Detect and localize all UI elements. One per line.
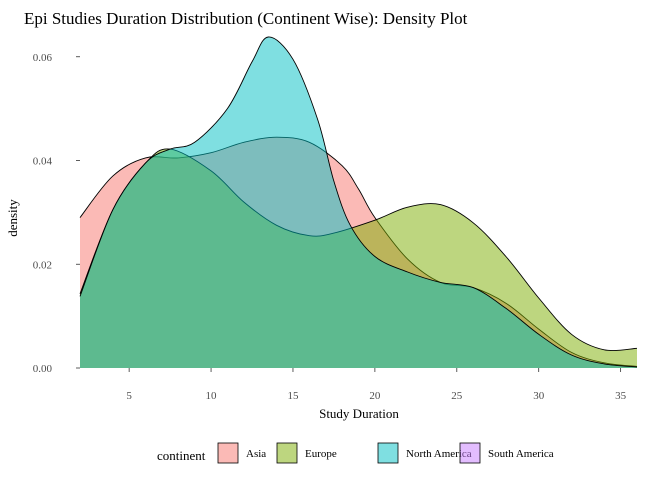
plot-areas — [79, 36, 638, 369]
legend-label-1: Europe — [305, 448, 337, 460]
y-axis: 0.00 0.02 0.04 0.06 — [33, 52, 80, 375]
x-tick-label: 30 — [533, 390, 545, 402]
x-axis-label: Study Duration — [319, 406, 399, 421]
density-line-2 — [79, 36, 638, 368]
x-axis: 5 10 15 20 25 30 35 — [126, 368, 627, 402]
legend-label-0: Asia — [246, 448, 266, 460]
x-tick-label: 10 — [206, 390, 218, 402]
y-tick-label: 0.04 — [33, 156, 53, 168]
legend-key-3 — [459, 442, 481, 464]
legend-label-3: South America — [488, 448, 554, 460]
legend: continent Asia Europe North America South A… — [157, 442, 554, 464]
legend-key-0 — [217, 442, 239, 464]
density-area-2 — [80, 36, 637, 369]
legend-title: continent — [157, 448, 206, 463]
x-tick-label: 5 — [126, 390, 132, 402]
y-tick-label: 0.06 — [33, 52, 53, 64]
y-tick-label: 0.00 — [33, 363, 53, 375]
legend-key-2 — [377, 442, 399, 464]
legend-label-2: North America — [406, 448, 472, 460]
x-tick-label: 15 — [287, 390, 299, 402]
legend-key-1 — [276, 442, 298, 464]
x-tick-label: 35 — [615, 390, 627, 402]
chart-title: Epi Studies Duration Distribution (Conti… — [24, 9, 468, 28]
x-tick-label: 25 — [451, 390, 463, 402]
y-axis-label: density — [5, 199, 20, 237]
x-tick-label: 20 — [369, 390, 381, 402]
y-tick-label: 0.02 — [33, 259, 52, 271]
